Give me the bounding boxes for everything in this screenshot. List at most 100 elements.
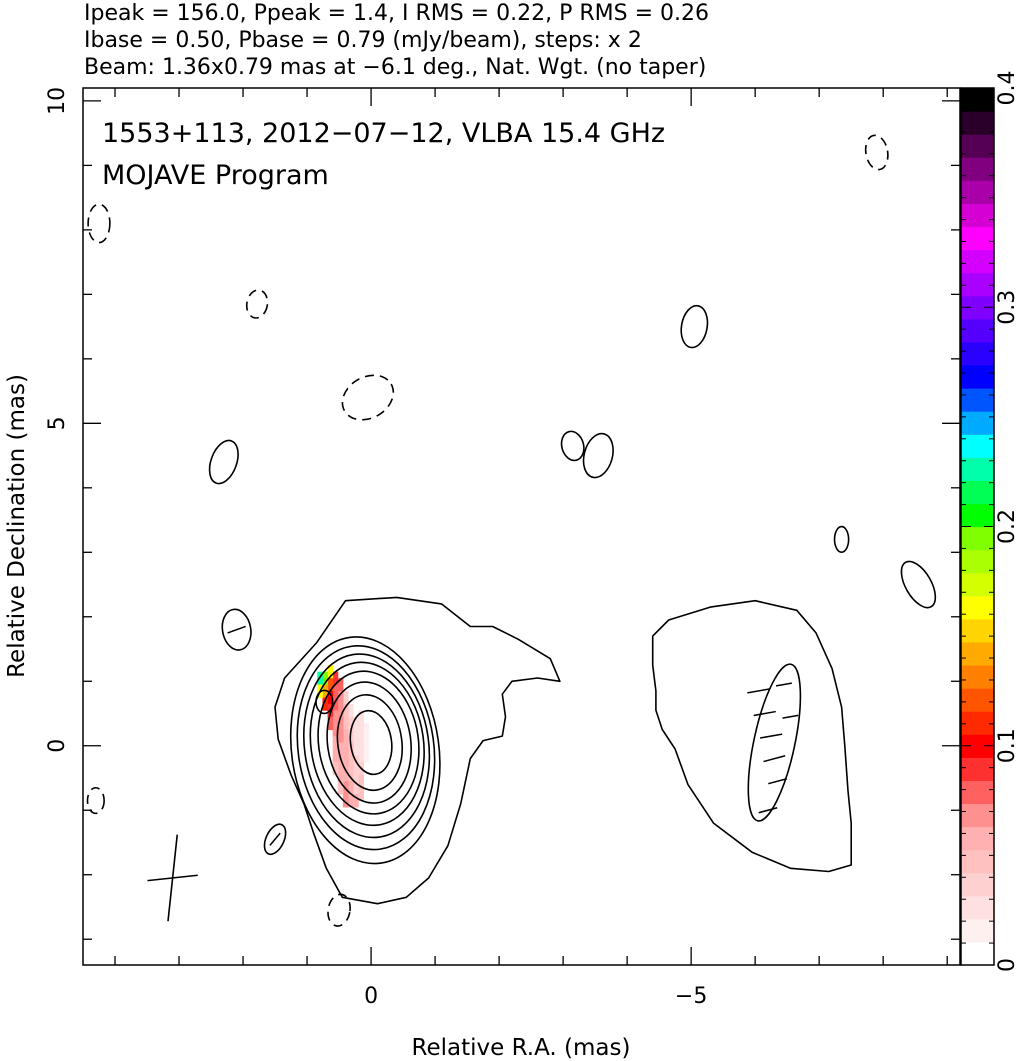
polarization-pixel: [322, 697, 329, 711]
beam-minor-axis: [147, 874, 198, 882]
negative-contour: [341, 374, 395, 421]
colorbar-swatch: [961, 711, 994, 735]
polarization-pixel: [348, 768, 354, 782]
colorbar-swatch: [961, 872, 994, 897]
y-tick-label: 5: [45, 416, 70, 430]
polarization-pixel: [348, 703, 354, 718]
polarization-pixel: [342, 690, 349, 705]
colorbar-swatch: [961, 480, 994, 505]
y-tick-label: 10: [45, 87, 70, 115]
polarization-pixel: [332, 671, 339, 685]
colorbar-swatch: [961, 88, 994, 112]
x-axis-title: Relative R.A. (mas): [412, 1035, 631, 1061]
contour-island: [221, 608, 252, 651]
polarization-pixel: [332, 710, 339, 724]
polarization-pixel: [327, 716, 334, 731]
polarization-layer: [317, 665, 370, 808]
polarization-pixel: [332, 684, 339, 698]
evpa-tick: [227, 625, 246, 634]
colorbar-swatch: [961, 364, 994, 389]
evpa-tick: [753, 710, 776, 717]
evpa-tick: [782, 714, 799, 719]
colorbar-swatch: [961, 318, 994, 343]
contour-island: [680, 304, 709, 349]
polarization-pixel: [353, 768, 359, 782]
colorbar-swatch: [961, 826, 994, 851]
program-label: MOJAVE Program: [102, 160, 329, 191]
y-axis-title: Relative Declination (mas): [4, 374, 30, 678]
header-line-1: Ipeak = 156.0, Ppeak = 1.4, I RMS = 0.22…: [84, 1, 709, 26]
polarization-pixel: [353, 794, 359, 808]
colorbar-swatch: [961, 941, 994, 966]
polarization-pixel: [332, 749, 339, 763]
colorbar-swatch: [961, 388, 994, 412]
colorbar-swatch: [961, 918, 994, 943]
contour-island: [263, 823, 287, 856]
polarization-pixel: [348, 755, 354, 769]
plot-frame: [82, 87, 961, 966]
evpa-tick-layer: [227, 625, 799, 846]
colorbar-swatch: [961, 203, 994, 228]
colorbar-swatch: [961, 780, 994, 805]
core-contour: [309, 661, 425, 827]
colorbar-swatch: [961, 549, 994, 574]
contour-island: [900, 560, 937, 609]
colorbar-swatch: [961, 803, 994, 828]
colorbar-swatch: [961, 295, 994, 320]
tick-labels: 0 −5 0 5 10 0 0.1 0.2 0.3 0.4: [45, 71, 1020, 1010]
core-contour: [336, 693, 403, 792]
colorbar-swatch: [961, 849, 994, 874]
source-label: 1553+113, 2012−07−12, VLBA 15.4 GHz: [102, 118, 665, 149]
colorbar-swatch: [961, 895, 994, 920]
polarization-pixel: [342, 742, 349, 756]
polarization-pixel: [342, 729, 349, 743]
colorbar-swatch: [961, 341, 994, 366]
colorbar-frame: [960, 87, 995, 966]
header-line-2: Ibase = 0.50, Pbase = 0.79 (mJy/beam), s…: [84, 28, 642, 53]
polarization-pixel: [332, 761, 339, 776]
polarization-pixel: [342, 716, 349, 731]
polarization-pixel: [332, 736, 339, 750]
polarization-pixel: [353, 742, 359, 756]
colorbar-swatch: [961, 411, 994, 435]
polarization-pixel: [363, 723, 370, 737]
colorbar-swatch: [961, 226, 994, 251]
polarization-pixel: [348, 781, 354, 795]
header-line-3: Beam: 1.36x0.79 mas at −6.1 deg., Nat. W…: [84, 55, 706, 80]
negative-contour: [86, 786, 105, 815]
colorbar-swatch: [961, 272, 994, 297]
polarization-pixel: [358, 710, 364, 724]
polarization-pixel: [337, 781, 344, 795]
colorbar: [961, 87, 994, 966]
polarization-pixel: [337, 678, 344, 692]
polarization-pixel: [348, 794, 354, 808]
evpa-tick: [747, 688, 770, 694]
colorbar-swatch: [961, 688, 994, 712]
colorbar-swatch: [961, 457, 994, 481]
negative-contour: [327, 893, 351, 927]
polarization-pixel: [337, 690, 344, 705]
colorbar-tick-label: 0.2: [995, 509, 1020, 544]
polarization-pixel: [322, 671, 329, 685]
contour-island: [582, 432, 614, 479]
polarization-pixel: [327, 678, 334, 692]
core-contour: [302, 653, 431, 839]
colorbar-swatch: [961, 641, 994, 666]
colorbar-swatch: [961, 526, 994, 551]
plot-area: [82, 87, 961, 966]
x-tick-label: 0: [364, 984, 378, 1009]
colorbar-tick-label: 0: [995, 958, 1020, 972]
polarization-pixel: [348, 716, 354, 731]
colorbar-swatch: [961, 157, 994, 181]
colorbar-swatch: [961, 503, 994, 528]
contour-line: [651, 599, 852, 873]
polarization-pixel: [342, 794, 349, 808]
polarization-pixel: [358, 736, 364, 750]
polarization-pixel: [353, 716, 359, 731]
polarization-pixel: [337, 729, 344, 743]
colorbar-swatch: [961, 757, 994, 781]
polarization-pixel: [358, 787, 364, 802]
polarization-pixel: [337, 742, 344, 756]
polarization-pixel: [353, 729, 359, 743]
